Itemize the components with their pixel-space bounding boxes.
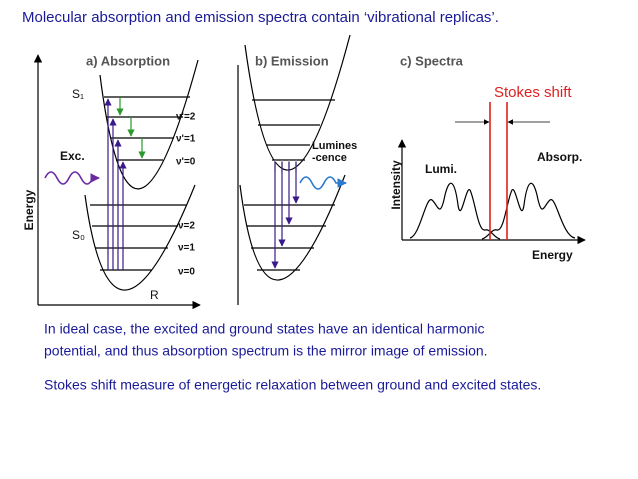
panel-absorption: a) Absorption Energy R S₁ S₀ Exc. ν'=2 ν…	[22, 53, 201, 310]
curve-label: Absorp.	[537, 150, 582, 164]
photon-label: Lumines-cence	[312, 140, 358, 164]
slide-title: Molecular absorption and emission spectr…	[22, 9, 499, 26]
y-axis-label: Energy	[22, 189, 36, 230]
level-label: ν=2	[178, 221, 195, 232]
state-label: S₁	[72, 87, 84, 101]
panel-emission: b) Emission Lumines-cence	[237, 34, 358, 305]
note-text: potential, and thus absorption spectrum …	[44, 343, 488, 359]
curve-label: Lumi.	[425, 162, 457, 176]
photon-label-box: Lumines-cence	[312, 140, 358, 164]
photon-label: Exc.	[60, 149, 85, 163]
state-label: S₀	[72, 228, 85, 242]
level-label: ν'=0	[176, 157, 196, 168]
note-text: In ideal case, the excited and ground st…	[44, 321, 485, 337]
panel-heading: a) Absorption	[86, 53, 170, 68]
x-axis-label: Energy	[532, 248, 573, 262]
y-axis-label: Intensity	[389, 160, 403, 210]
level-label: ν=1	[178, 243, 195, 254]
panel-heading: c) Spectra	[400, 53, 464, 68]
panel-heading: b) Emission	[255, 53, 329, 68]
stokes-shift-label: Stokes shift	[494, 84, 572, 101]
level-label: ν=0	[178, 267, 195, 278]
level-label: ν'=1	[176, 134, 196, 145]
x-axis-label: R	[150, 288, 159, 302]
level-label: ν'=2	[176, 112, 196, 123]
panel-spectra: c) Spectra Intensity Energy Lumi. Absorp…	[389, 53, 586, 262]
note-text: Stokes shift measure of energetic relaxa…	[44, 377, 541, 393]
